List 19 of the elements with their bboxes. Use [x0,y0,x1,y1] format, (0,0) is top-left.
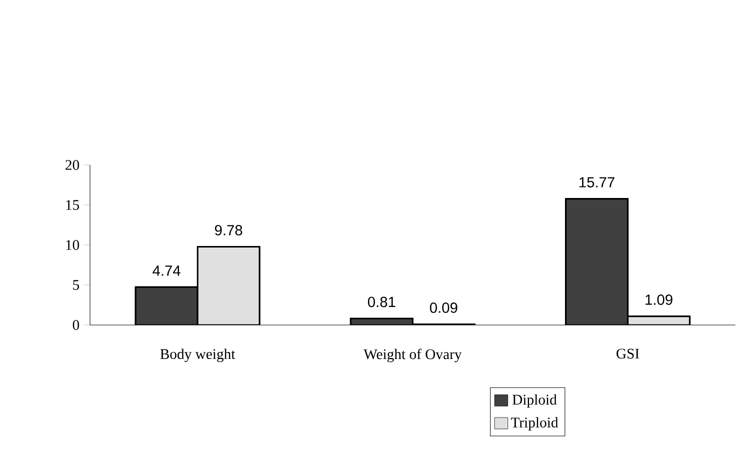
data-label: 9.78 [214,225,242,236]
x-tick-label: Body weight [160,348,236,362]
y-tick-label: 20 [66,160,80,170]
legend-label: Diploid [512,394,557,408]
data-label: 4.74 [152,266,180,276]
data-label: 0.81 [368,296,396,308]
bar [196,246,260,325]
x-tick-label: GSI [616,348,640,359]
data-label: 0.09 [430,302,458,313]
y-tick-label: 15 [66,200,80,210]
y-tick-label: 0 [72,320,80,330]
legend-label: Triploid [510,417,558,430]
y-tick-label: 10 [66,240,80,250]
bar [564,198,629,325]
y-tick-label: 5 [73,280,80,290]
data-label: 15.77 [580,177,614,188]
data-label: 1.09 [646,294,672,305]
x-tick-label: Weight of Ovary [364,348,462,362]
bar [134,286,198,325]
